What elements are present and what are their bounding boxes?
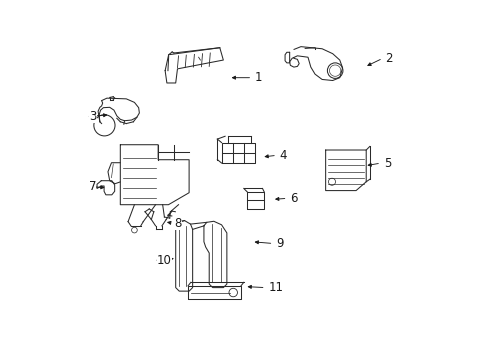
Text: 4: 4 <box>279 149 286 162</box>
Text: 9: 9 <box>276 237 283 250</box>
Text: 11: 11 <box>268 281 283 294</box>
Text: 7: 7 <box>88 180 96 193</box>
Text: 8: 8 <box>174 217 182 230</box>
Text: 10: 10 <box>157 254 171 267</box>
Text: 2: 2 <box>385 52 392 65</box>
Text: 6: 6 <box>290 192 297 205</box>
Text: 5: 5 <box>383 157 390 170</box>
Text: 3: 3 <box>89 110 97 123</box>
Text: 1: 1 <box>255 71 262 84</box>
